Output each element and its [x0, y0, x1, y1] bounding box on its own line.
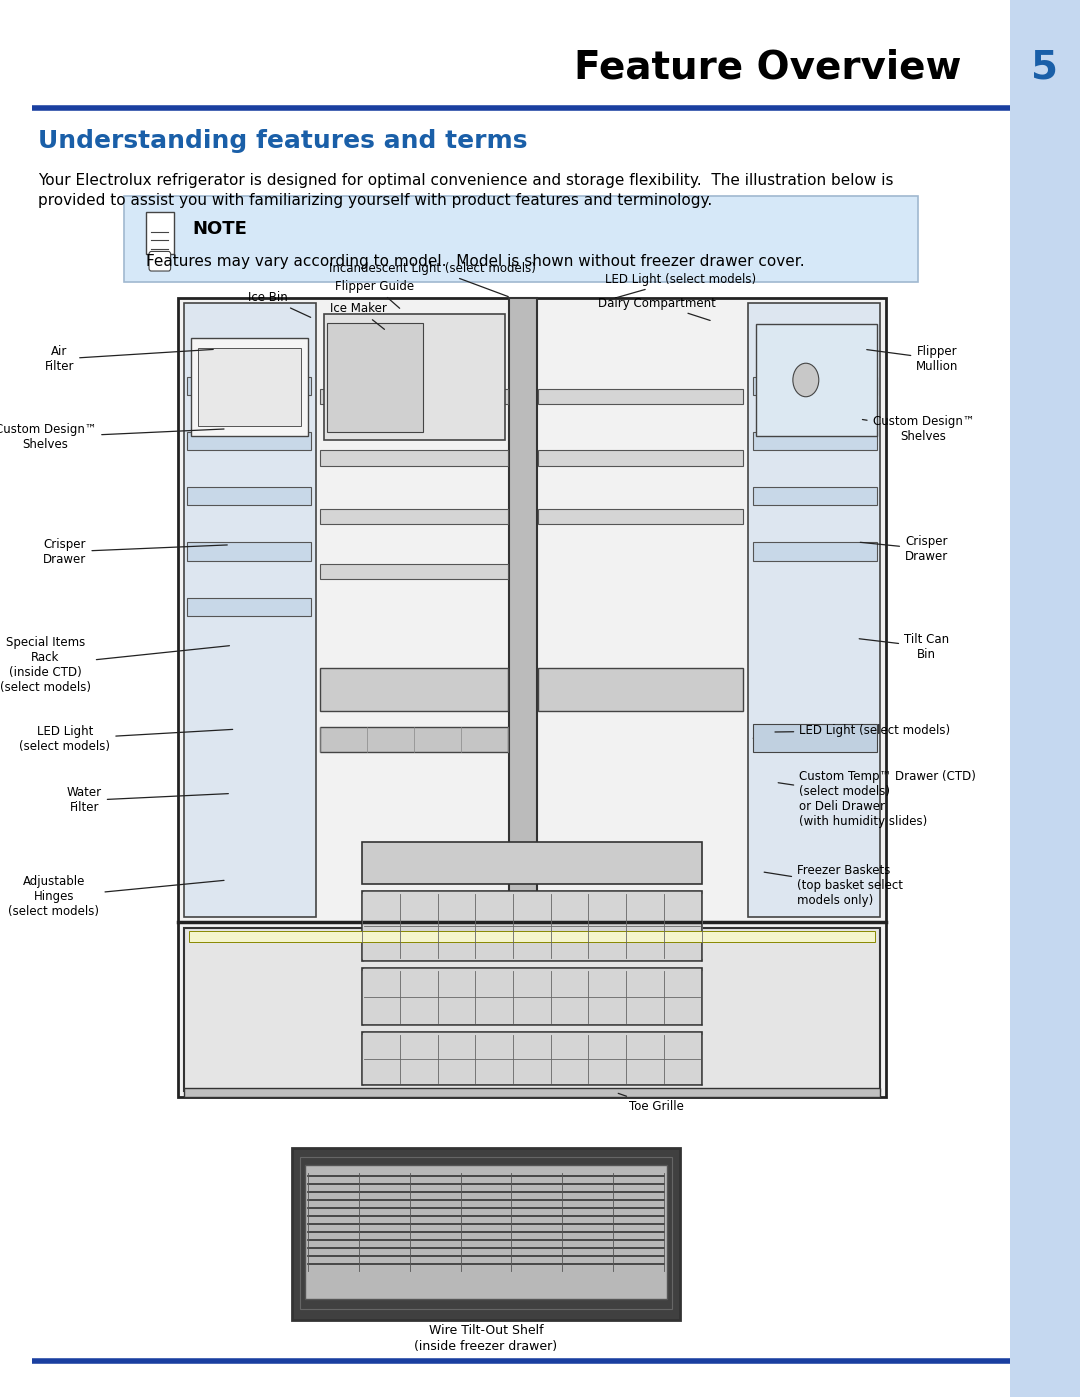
- Bar: [189, 930, 875, 942]
- Bar: [187, 598, 311, 616]
- Text: Crisper
Drawer: Crisper Drawer: [43, 538, 227, 566]
- Text: Features may vary according to model.  Model is shown without freezer drawer cov: Features may vary according to model. Mo…: [146, 254, 805, 268]
- Bar: [362, 891, 702, 961]
- Text: Your Electrolux refrigerator is designed for optimal convenience and storage fle: Your Electrolux refrigerator is designed…: [38, 173, 893, 189]
- Text: LED Light
(select models): LED Light (select models): [19, 725, 232, 753]
- Text: Custom Design™
Shelves: Custom Design™ Shelves: [0, 423, 224, 451]
- Bar: [538, 450, 743, 465]
- Bar: [321, 450, 509, 465]
- Text: Dairy Compartment: Dairy Compartment: [597, 296, 716, 320]
- Text: LED Light (select models): LED Light (select models): [605, 272, 756, 299]
- Bar: [292, 1148, 680, 1320]
- Bar: [305, 1165, 667, 1299]
- Bar: [146, 212, 174, 254]
- Bar: [321, 509, 509, 524]
- Bar: [753, 377, 877, 395]
- Bar: [321, 390, 509, 405]
- Bar: [1010, 0, 1080, 1397]
- Bar: [187, 488, 311, 506]
- Text: Wire Tilt-Out Shelf: Wire Tilt-Out Shelf: [429, 1324, 543, 1337]
- Bar: [538, 668, 743, 711]
- Bar: [756, 324, 877, 436]
- Bar: [184, 928, 880, 1091]
- Text: Toe Grille: Toe Grille: [618, 1094, 684, 1113]
- Text: 5: 5: [1030, 47, 1057, 87]
- Text: Flipper
Mullion: Flipper Mullion: [867, 345, 959, 373]
- Text: Water
Filter: Water Filter: [67, 787, 228, 814]
- Text: Incandescent Light (select models): Incandescent Light (select models): [328, 261, 536, 296]
- Bar: [184, 303, 316, 916]
- Text: Freezer Baskets
(top basket select
models only): Freezer Baskets (top basket select model…: [765, 865, 903, 907]
- Text: Ice Bin: Ice Bin: [248, 291, 311, 317]
- Bar: [321, 564, 509, 580]
- Bar: [327, 323, 423, 432]
- FancyBboxPatch shape: [124, 196, 918, 282]
- Bar: [362, 968, 702, 1025]
- Text: Crisper
Drawer: Crisper Drawer: [861, 535, 948, 563]
- Bar: [187, 377, 311, 395]
- Bar: [321, 668, 509, 711]
- Text: Ice Maker: Ice Maker: [330, 302, 387, 330]
- Text: Understanding features and terms: Understanding features and terms: [38, 129, 527, 154]
- Text: Special Items
Rack
(inside CTD)
(select models): Special Items Rack (inside CTD) (select …: [0, 636, 229, 694]
- Circle shape: [793, 363, 819, 397]
- Bar: [362, 842, 702, 884]
- Text: provided to assist you with familiarizing yourself with product features and ter: provided to assist you with familiarizin…: [38, 193, 712, 208]
- Text: NOTE: NOTE: [192, 221, 247, 237]
- Text: Adjustable
Hinges
(select models): Adjustable Hinges (select models): [9, 876, 224, 918]
- Text: Flipper Guide: Flipper Guide: [335, 279, 415, 309]
- Bar: [510, 298, 538, 922]
- FancyBboxPatch shape: [149, 251, 171, 271]
- Bar: [187, 432, 311, 450]
- Bar: [753, 432, 877, 450]
- Text: Custom Design™
Shelves: Custom Design™ Shelves: [863, 415, 974, 443]
- Bar: [324, 314, 504, 440]
- Bar: [187, 542, 311, 560]
- Text: Feature Overview: Feature Overview: [573, 47, 961, 87]
- Bar: [538, 390, 743, 405]
- Bar: [753, 488, 877, 506]
- Bar: [753, 542, 877, 560]
- Bar: [362, 1032, 702, 1085]
- Bar: [753, 724, 877, 753]
- Text: Air
Filter: Air Filter: [44, 345, 213, 373]
- Bar: [321, 726, 509, 753]
- Bar: [184, 1088, 880, 1097]
- Bar: [747, 303, 880, 916]
- Bar: [538, 509, 743, 524]
- Bar: [300, 1157, 672, 1309]
- Bar: [178, 298, 886, 1097]
- Text: Tilt Can
Bin: Tilt Can Bin: [860, 633, 949, 661]
- Text: Custom Temp™ Drawer (CTD)
(select models)
or Deli Drawer
(with humidity slides): Custom Temp™ Drawer (CTD) (select models…: [779, 770, 976, 828]
- Bar: [198, 348, 301, 426]
- Bar: [191, 338, 308, 436]
- Text: LED Light (select models): LED Light (select models): [775, 724, 950, 738]
- Text: (inside freezer drawer): (inside freezer drawer): [415, 1340, 557, 1352]
